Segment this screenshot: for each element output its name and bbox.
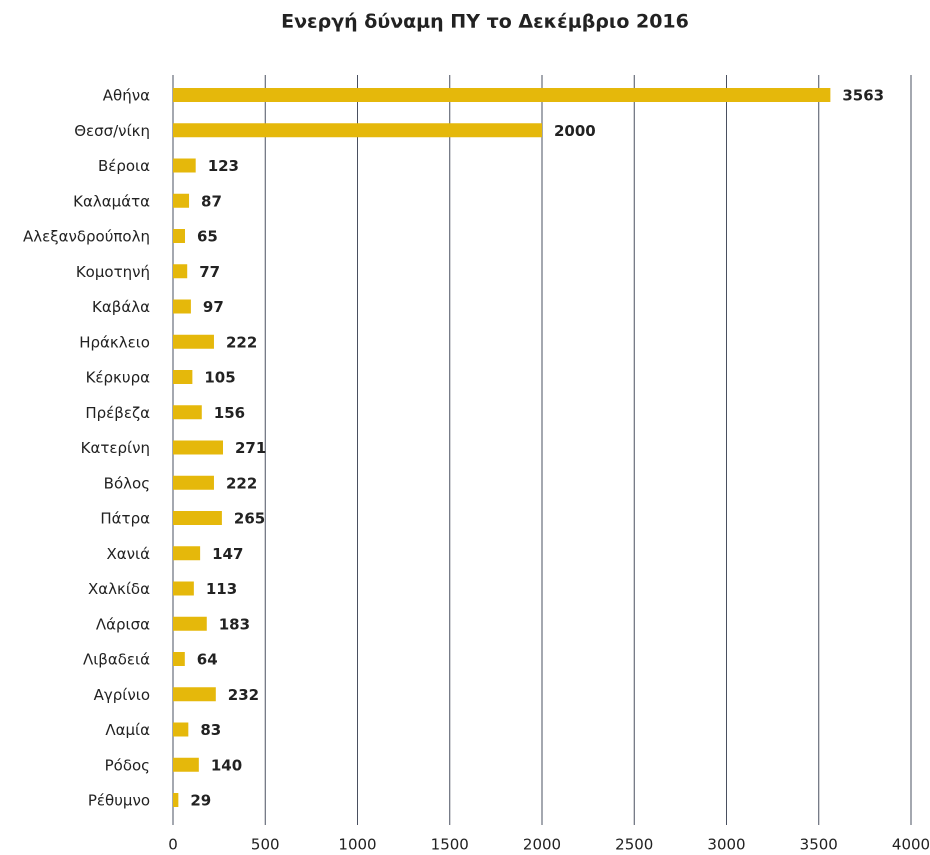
bar <box>173 793 179 807</box>
bar <box>173 158 196 173</box>
y-tick-label: Χαλκίδα <box>88 580 150 598</box>
x-tick-label: 2500 <box>615 836 653 854</box>
data-label: 64 <box>197 651 218 669</box>
data-label: 105 <box>204 369 235 387</box>
y-tick-label: Πρέβεζα <box>85 404 150 422</box>
bar <box>173 334 214 349</box>
data-label: 222 <box>226 474 257 492</box>
bar <box>173 370 193 384</box>
bar <box>173 193 190 208</box>
data-label: 65 <box>197 228 218 246</box>
y-tick-label: Χανιά <box>106 545 150 563</box>
bar <box>173 440 223 455</box>
data-label: 265 <box>234 510 265 528</box>
x-tick-label: 1500 <box>431 836 469 854</box>
data-label: 3563 <box>842 87 884 105</box>
data-label: 147 <box>212 545 243 563</box>
bar <box>173 229 185 243</box>
x-tick-label: 2000 <box>523 836 561 854</box>
data-label: 97 <box>203 298 224 316</box>
data-label: 123 <box>208 157 239 175</box>
y-tick-label: Βόλος <box>104 474 150 492</box>
bar <box>173 581 194 596</box>
bar <box>173 652 185 666</box>
bar <box>173 511 222 525</box>
data-label: 271 <box>235 439 266 457</box>
y-tick-label: Ρόδος <box>105 756 150 774</box>
y-tick-label: Βέροια <box>98 157 150 175</box>
y-tick-label: Λιβαδειά <box>83 651 150 669</box>
y-tick-label: Λάρισα <box>96 615 150 633</box>
x-tick-label: 3500 <box>800 836 838 854</box>
data-label: 232 <box>228 686 259 704</box>
y-tick-label: Καβάλα <box>92 298 150 316</box>
bar <box>173 475 214 490</box>
chart-title: Ενεργή δύναμη ΠΥ το Δεκέμβριο 2016 <box>281 11 689 33</box>
data-label: 29 <box>190 792 211 810</box>
bar <box>173 687 216 702</box>
bar <box>173 405 202 420</box>
x-tick-label: 500 <box>251 836 280 854</box>
data-label: 113 <box>206 580 237 598</box>
data-label: 183 <box>219 615 250 633</box>
x-tick-label: 0 <box>168 836 178 854</box>
data-label: 87 <box>201 192 222 210</box>
y-tick-label: Κέρκυρα <box>86 369 151 387</box>
y-tick-label: Αλεξανδρούπολη <box>23 228 150 246</box>
x-tick-label: 1000 <box>338 836 376 854</box>
bar <box>173 757 199 772</box>
bar <box>173 299 191 314</box>
data-label: 156 <box>214 404 245 422</box>
y-tick-label: Κατερίνη <box>81 439 150 457</box>
data-label: 2000 <box>554 122 596 140</box>
bar <box>173 546 201 561</box>
data-label: 222 <box>226 333 257 351</box>
x-tick-label: 4000 <box>892 836 930 854</box>
bar <box>173 264 188 279</box>
y-tick-label: Ηράκλειο <box>79 333 150 351</box>
bar <box>173 616 207 631</box>
bar <box>173 722 189 737</box>
bar <box>173 123 542 138</box>
y-tick-label: Κομοτηνή <box>76 263 150 281</box>
y-tick-label: Ρέθυμνο <box>88 792 150 810</box>
data-label: 83 <box>200 721 221 739</box>
x-tick-label: 3000 <box>707 836 745 854</box>
data-label: 77 <box>199 263 220 281</box>
y-tick-label: Αθήνα <box>103 87 150 105</box>
bar <box>173 88 831 102</box>
y-tick-label: Θεσσ/νίκη <box>74 122 150 140</box>
y-tick-label: Λαμία <box>105 721 150 739</box>
y-tick-label: Αγρίνιο <box>94 686 150 704</box>
y-tick-label: Καλαμάτα <box>73 192 150 210</box>
data-label: 140 <box>211 756 242 774</box>
y-tick-label: Πάτρα <box>100 510 150 528</box>
